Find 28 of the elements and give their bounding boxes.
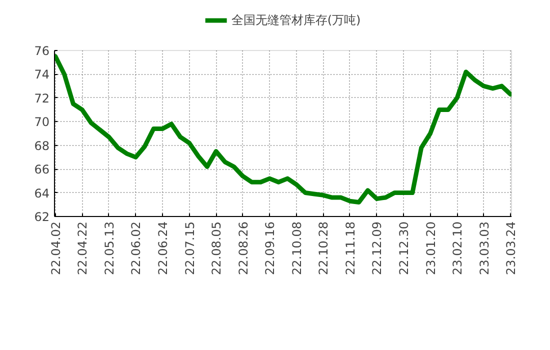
y-tick-label: 70 bbox=[34, 115, 50, 130]
y-tick-label: 62 bbox=[34, 210, 50, 224]
x-tick-label: 22.05.13 bbox=[102, 222, 116, 275]
x-tick-label: 22.06.24 bbox=[156, 222, 170, 275]
x-tick-label: 23.02.10 bbox=[450, 222, 465, 275]
x-tick-label: 22.06.02 bbox=[129, 222, 144, 275]
x-tick-label: 22.08.05 bbox=[210, 222, 224, 275]
x-tick-label: 23.03.03 bbox=[477, 222, 492, 275]
x-tick-label: 22.10.08 bbox=[290, 222, 304, 275]
y-tick-label: 74 bbox=[34, 68, 50, 82]
y-tick-label: 76 bbox=[34, 44, 50, 58]
y-tick-label: 72 bbox=[34, 91, 50, 106]
x-tick-label: 22.04.02 bbox=[48, 222, 63, 275]
y-tick-label: 66 bbox=[34, 162, 50, 177]
x-tick-label: 23.01.20 bbox=[424, 222, 438, 275]
y-tick-label: 68 bbox=[34, 138, 50, 153]
x-tick-label: 22.08.26 bbox=[236, 222, 250, 275]
line-series bbox=[54, 54, 512, 205]
x-tick-label: 22.04.22 bbox=[76, 222, 90, 275]
legend-label: 全国无缝管材库存(万吨) bbox=[231, 12, 361, 28]
y-tick-label: 64 bbox=[34, 186, 50, 200]
x-tick-label: 22.11.18 bbox=[343, 222, 358, 275]
x-tick-label: 22.07.15 bbox=[182, 222, 197, 275]
x-tick-label: 22.12.09 bbox=[370, 222, 384, 275]
x-tick-label: 22.12.30 bbox=[397, 222, 411, 275]
x-tick-label: 22.10.28 bbox=[316, 222, 331, 275]
x-tick-label: 23.03.24 bbox=[504, 222, 518, 275]
x-tick-label: 22.09.16 bbox=[263, 222, 278, 275]
